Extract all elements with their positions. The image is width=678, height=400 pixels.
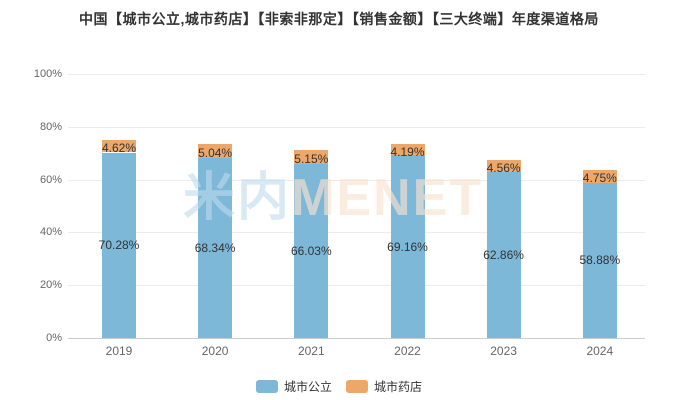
bar-2020-city-pharmacy[interactable] [198, 144, 233, 158]
bar-2022-city-pharmacy[interactable] [390, 144, 425, 156]
y-axis-tick-label: 40% [39, 226, 62, 239]
x-axis-tick-label-2019: 2019 [105, 344, 133, 358]
bar-value-label-city-pharmacy: 4.56% [486, 161, 521, 175]
y-axis-tick-label: 0% [46, 332, 62, 344]
gridline [68, 232, 645, 234]
legend: 城市公立 城市药店 [0, 378, 678, 395]
bar-value-label-city-pharmacy: 5.15% [294, 151, 329, 166]
legend-label-city-public: 城市公立 [283, 380, 332, 394]
chart-title: 中国【城市公立,城市药店】【非索非那定】【销售金额】【三大终端】年度渠道格局 [79, 11, 599, 27]
x-axis-tick-label-2023: 2023 [490, 344, 517, 358]
bar-value-label-city-public: 58.88% [579, 253, 621, 268]
bar-value-label-city-pharmacy: 4.62% [101, 141, 137, 156]
gridline [68, 126, 645, 128]
bar-value-label-city-public: 70.28% [98, 238, 140, 253]
x-axis-tick-label-2020: 2020 [201, 344, 229, 358]
bar-value-label-city-pharmacy: 4.19% [390, 144, 425, 159]
legend-label-city-pharmacy: 城市药店 [374, 380, 423, 394]
y-axis-tick-label: 20% [39, 279, 62, 292]
bar-2021-city-public[interactable] [294, 163, 329, 338]
gridline [68, 179, 645, 181]
y-axis-tick-label: 80% [39, 120, 62, 133]
bar-value-label-city-public: 68.34% [194, 240, 236, 255]
bar-2022-city-public[interactable] [390, 155, 425, 338]
bar-value-label-city-pharmacy: 4.75% [582, 171, 617, 186]
x-axis-line [68, 338, 645, 339]
bar-2023-city-pharmacy[interactable] [486, 160, 521, 172]
x-axis-tick-label-2022: 2022 [394, 344, 421, 358]
bar-value-label-city-public: 66.03% [290, 243, 332, 258]
legend-item-city-pharmacy[interactable]: 城市药店 [346, 378, 422, 395]
x-axis-tick-label-2021: 2021 [297, 344, 325, 358]
bar-2021-city-pharmacy[interactable] [294, 150, 329, 164]
bar-2024-city-pharmacy[interactable] [582, 170, 617, 183]
bar-value-label-city-pharmacy: 5.04% [198, 145, 233, 160]
legend-swatch-city-public [255, 380, 278, 393]
bar-2024-city-public[interactable] [582, 182, 617, 338]
x-axis-tick-label-2024: 2024 [586, 344, 614, 358]
gridline [68, 74, 645, 75]
bar-2020-city-public[interactable] [198, 157, 233, 338]
legend-swatch-city-pharmacy [346, 380, 368, 393]
gridline [68, 285, 645, 287]
bar-2023-city-public[interactable] [486, 172, 521, 338]
y-axis-tick-label: 60% [39, 173, 62, 186]
legend-item-city-public[interactable]: 城市公立 [255, 378, 332, 395]
bar-value-label-city-public: 69.16% [387, 239, 428, 254]
y-axis-tick-label: 100% [33, 68, 62, 80]
bar-value-label-city-public: 62.86% [483, 248, 524, 262]
bar-2019-city-pharmacy[interactable] [102, 140, 136, 153]
bar-2019-city-public[interactable] [102, 152, 136, 338]
